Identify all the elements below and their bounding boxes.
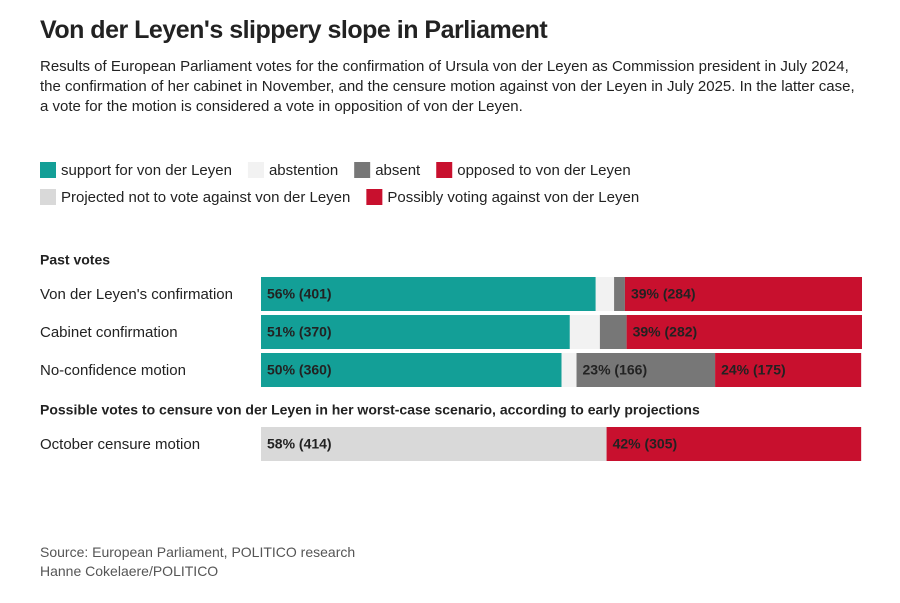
- legend-label: Possibly voting against von der Leyen: [387, 189, 639, 206]
- legend-swatch: [40, 162, 56, 178]
- value-label: 23% (166): [583, 362, 648, 378]
- legend-label: Projected not to vote against von der Le…: [61, 189, 350, 206]
- bar-segment: [595, 277, 615, 311]
- bar-segment: [261, 353, 562, 387]
- category-label: Von der Leyen's confirmation: [40, 286, 233, 303]
- legend-swatch: [436, 162, 453, 178]
- bar-segment: [261, 277, 596, 311]
- bar-segment: [261, 427, 607, 461]
- legend-swatch: [366, 189, 383, 205]
- legend-label: opposed to von der Leyen: [457, 162, 630, 179]
- legend-swatch: [354, 162, 371, 178]
- legend-label: abstention: [269, 162, 338, 179]
- value-label: 42% (305): [613, 436, 678, 452]
- category-label: October censure motion: [40, 436, 200, 453]
- value-label: 39% (284): [631, 286, 696, 302]
- bar-segment: [561, 353, 577, 387]
- legend-label: support for von der Leyen: [61, 162, 232, 179]
- bar-segment: [614, 277, 625, 311]
- category-label: No-confidence motion: [40, 362, 186, 379]
- value-label: 56% (401): [267, 286, 332, 302]
- value-label: 24% (175): [721, 362, 786, 378]
- chart-subtitle: Results of European Parliament votes for…: [40, 58, 855, 115]
- legend-label: absent: [375, 162, 421, 179]
- category-label: Cabinet confirmation: [40, 324, 178, 341]
- bar-segment: [569, 315, 600, 349]
- bar-segment: [599, 315, 627, 349]
- legend-swatch: [247, 162, 264, 178]
- section-title: Past votes: [40, 252, 110, 268]
- bar-segment: [715, 353, 862, 387]
- chart-title: Von der Leyen's slippery slope in Parlia…: [40, 16, 548, 44]
- legend-swatch: [40, 189, 56, 205]
- section-title: Possible votes to censure von der Leyen …: [40, 402, 700, 418]
- value-label: 58% (414): [267, 436, 332, 452]
- bar-segment: [576, 353, 716, 387]
- value-label: 39% (282): [633, 324, 698, 340]
- bar-segment: [261, 315, 570, 349]
- bar-segment: [624, 277, 862, 311]
- credit-note: Hanne Cokelaere/POLITICO: [40, 563, 219, 579]
- source-note: Source: European Parliament, POLITICO re…: [40, 544, 356, 560]
- bar-segment: [606, 427, 862, 461]
- value-label: 50% (360): [267, 362, 332, 378]
- value-label: 51% (370): [267, 324, 332, 340]
- bar-segment: [626, 315, 862, 349]
